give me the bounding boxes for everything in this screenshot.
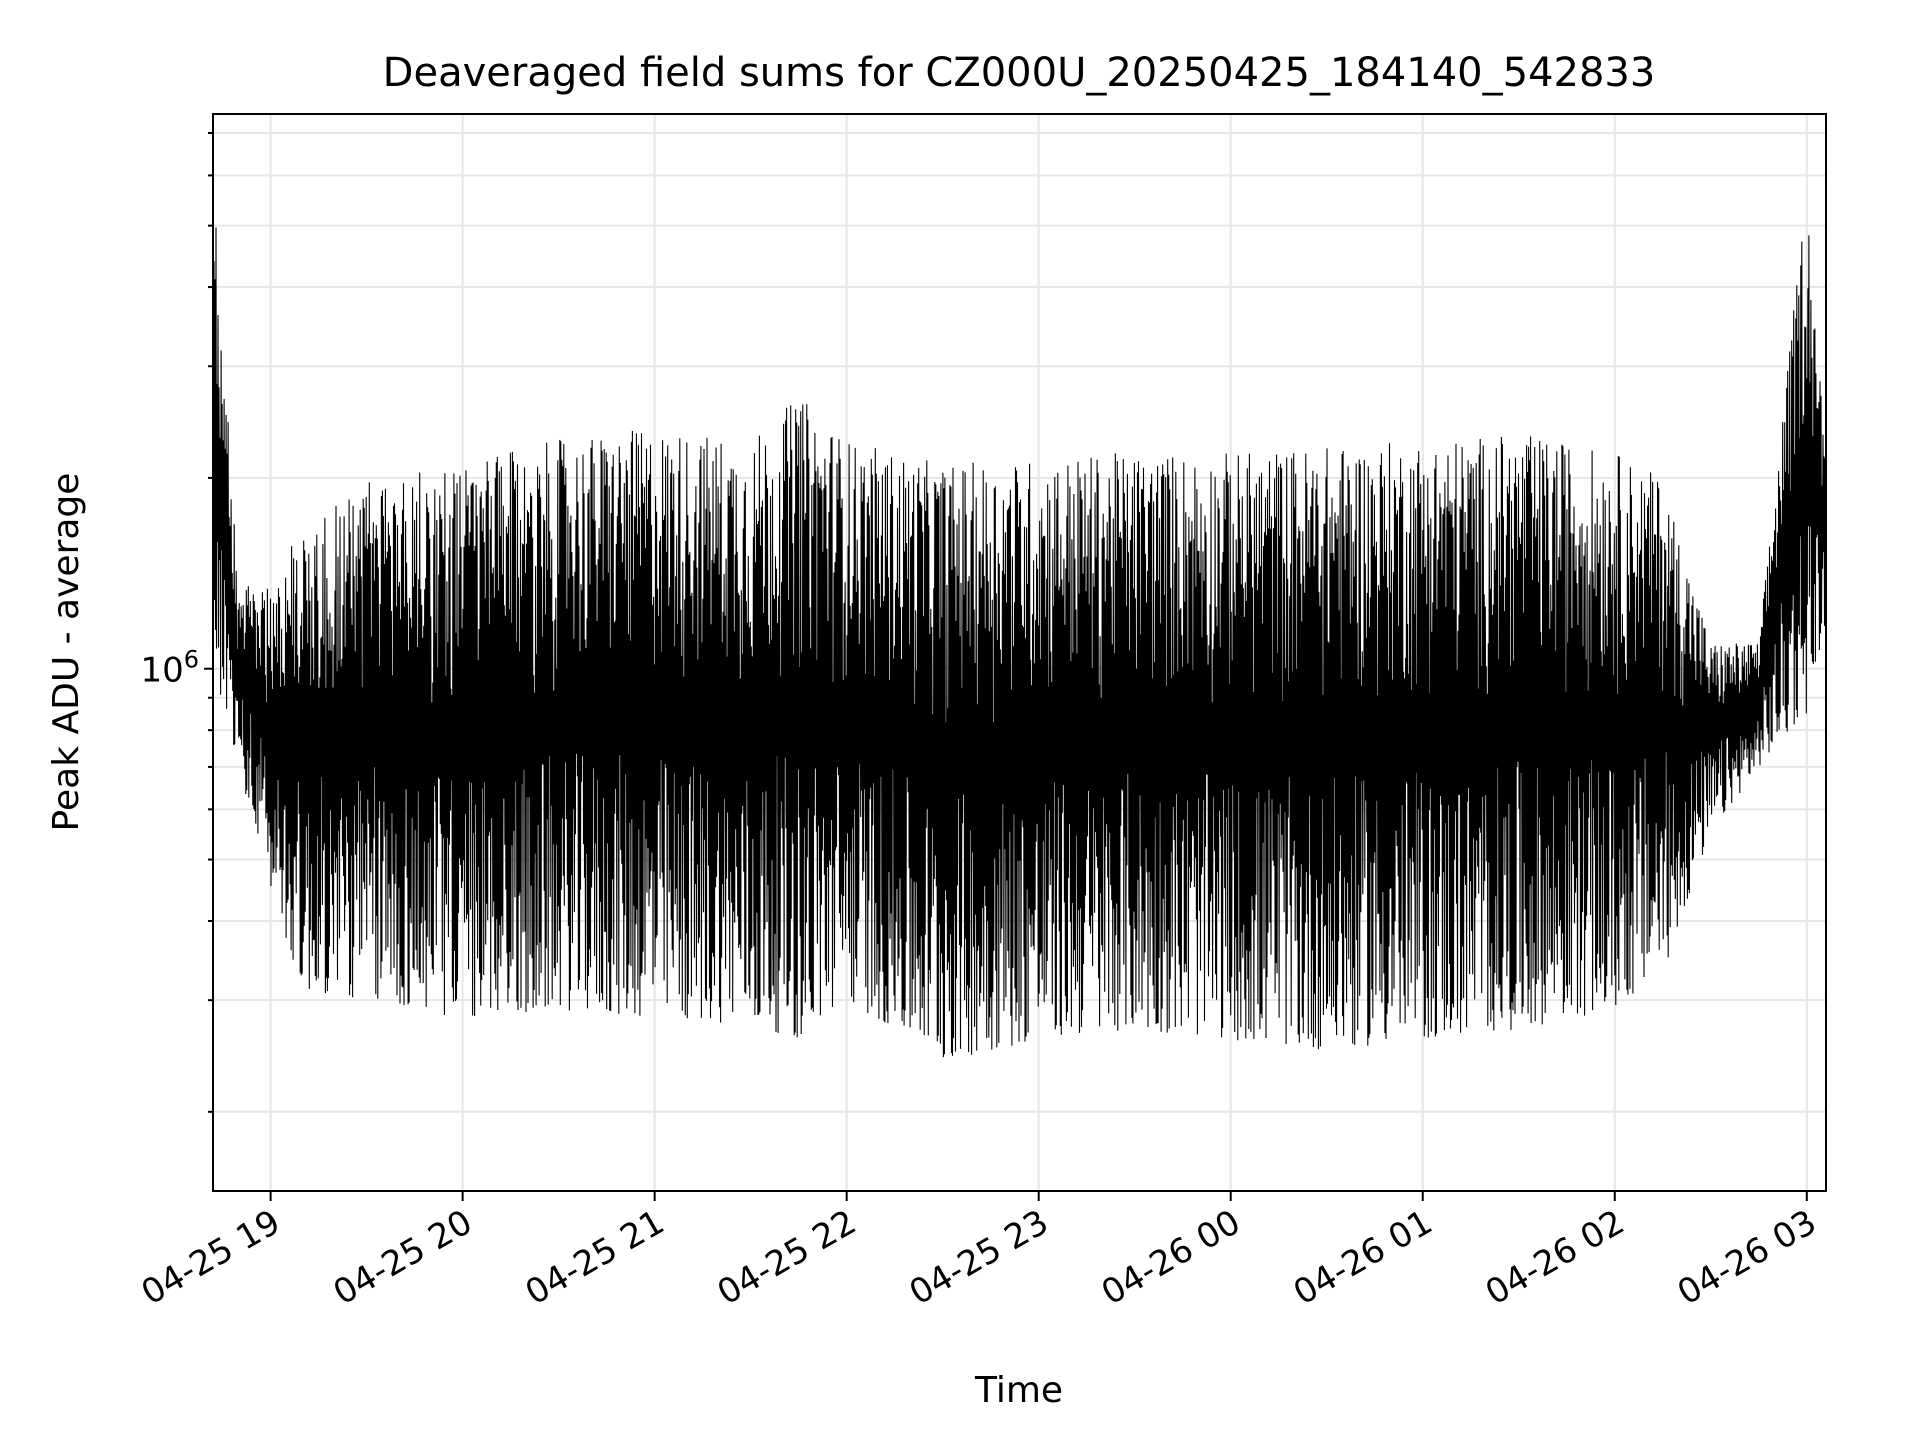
y-axis-ticks: 106: [140, 131, 213, 1113]
y-tick-label: 106: [140, 646, 199, 691]
plot-frame: [212, 113, 1827, 1192]
data-series: [213, 166, 1826, 1058]
series-line: [213, 166, 1826, 1058]
x-axis-label: Time: [974, 1370, 1063, 1411]
chart-title: Deaveraged field sums for CZ000U_2025042…: [383, 50, 1656, 96]
y-axis-label: Peak ADU - average: [46, 473, 87, 832]
